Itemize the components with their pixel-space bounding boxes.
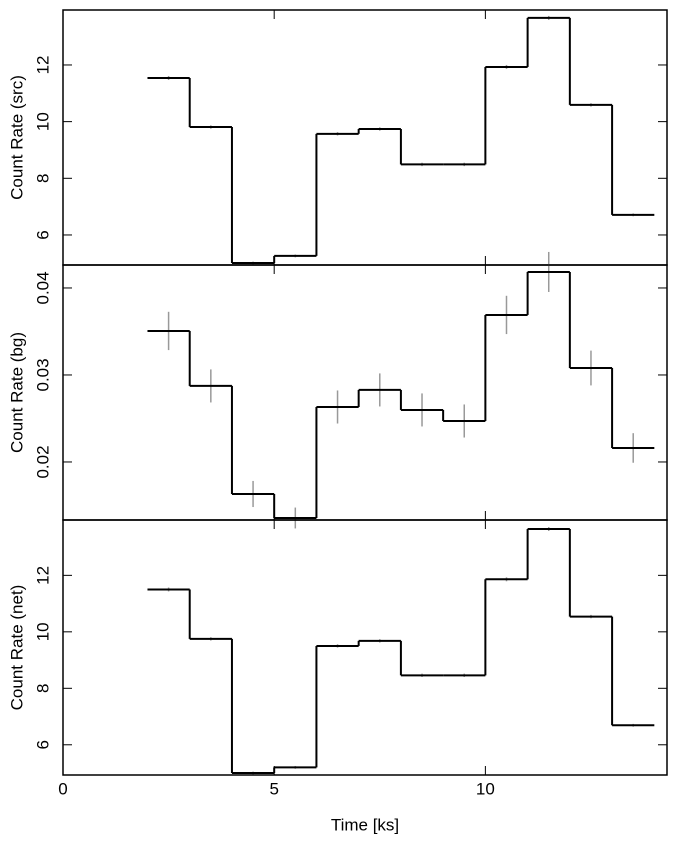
x-tick-label: 5 xyxy=(269,779,278,798)
plot-frame xyxy=(62,9,668,266)
plot-frame xyxy=(62,519,668,776)
y-tick-label: 12 xyxy=(33,566,52,585)
y-tick-label: 0.03 xyxy=(33,358,52,391)
x-tick-label: 10 xyxy=(476,779,495,798)
y-axis-label: Count Rate (bg) xyxy=(7,332,26,453)
x-tick-label: 0 xyxy=(58,779,67,798)
plot-frame xyxy=(62,264,668,521)
y-tick-label: 8 xyxy=(33,174,52,183)
y-tick-label: 6 xyxy=(33,230,52,239)
y-tick-label: 10 xyxy=(33,112,52,131)
y-tick-label: 8 xyxy=(33,684,52,693)
y-tick-label: 6 xyxy=(33,740,52,749)
y-tick-label: 10 xyxy=(33,622,52,641)
y-tick-label: 12 xyxy=(33,56,52,75)
y-axis-label: Count Rate (net) xyxy=(7,585,26,711)
y-tick-label: 0.02 xyxy=(33,445,52,478)
x-axis-label: Time [ks] xyxy=(331,815,399,834)
y-axis-label: Count Rate (src) xyxy=(7,75,26,200)
y-tick-label: 0.04 xyxy=(33,271,52,304)
